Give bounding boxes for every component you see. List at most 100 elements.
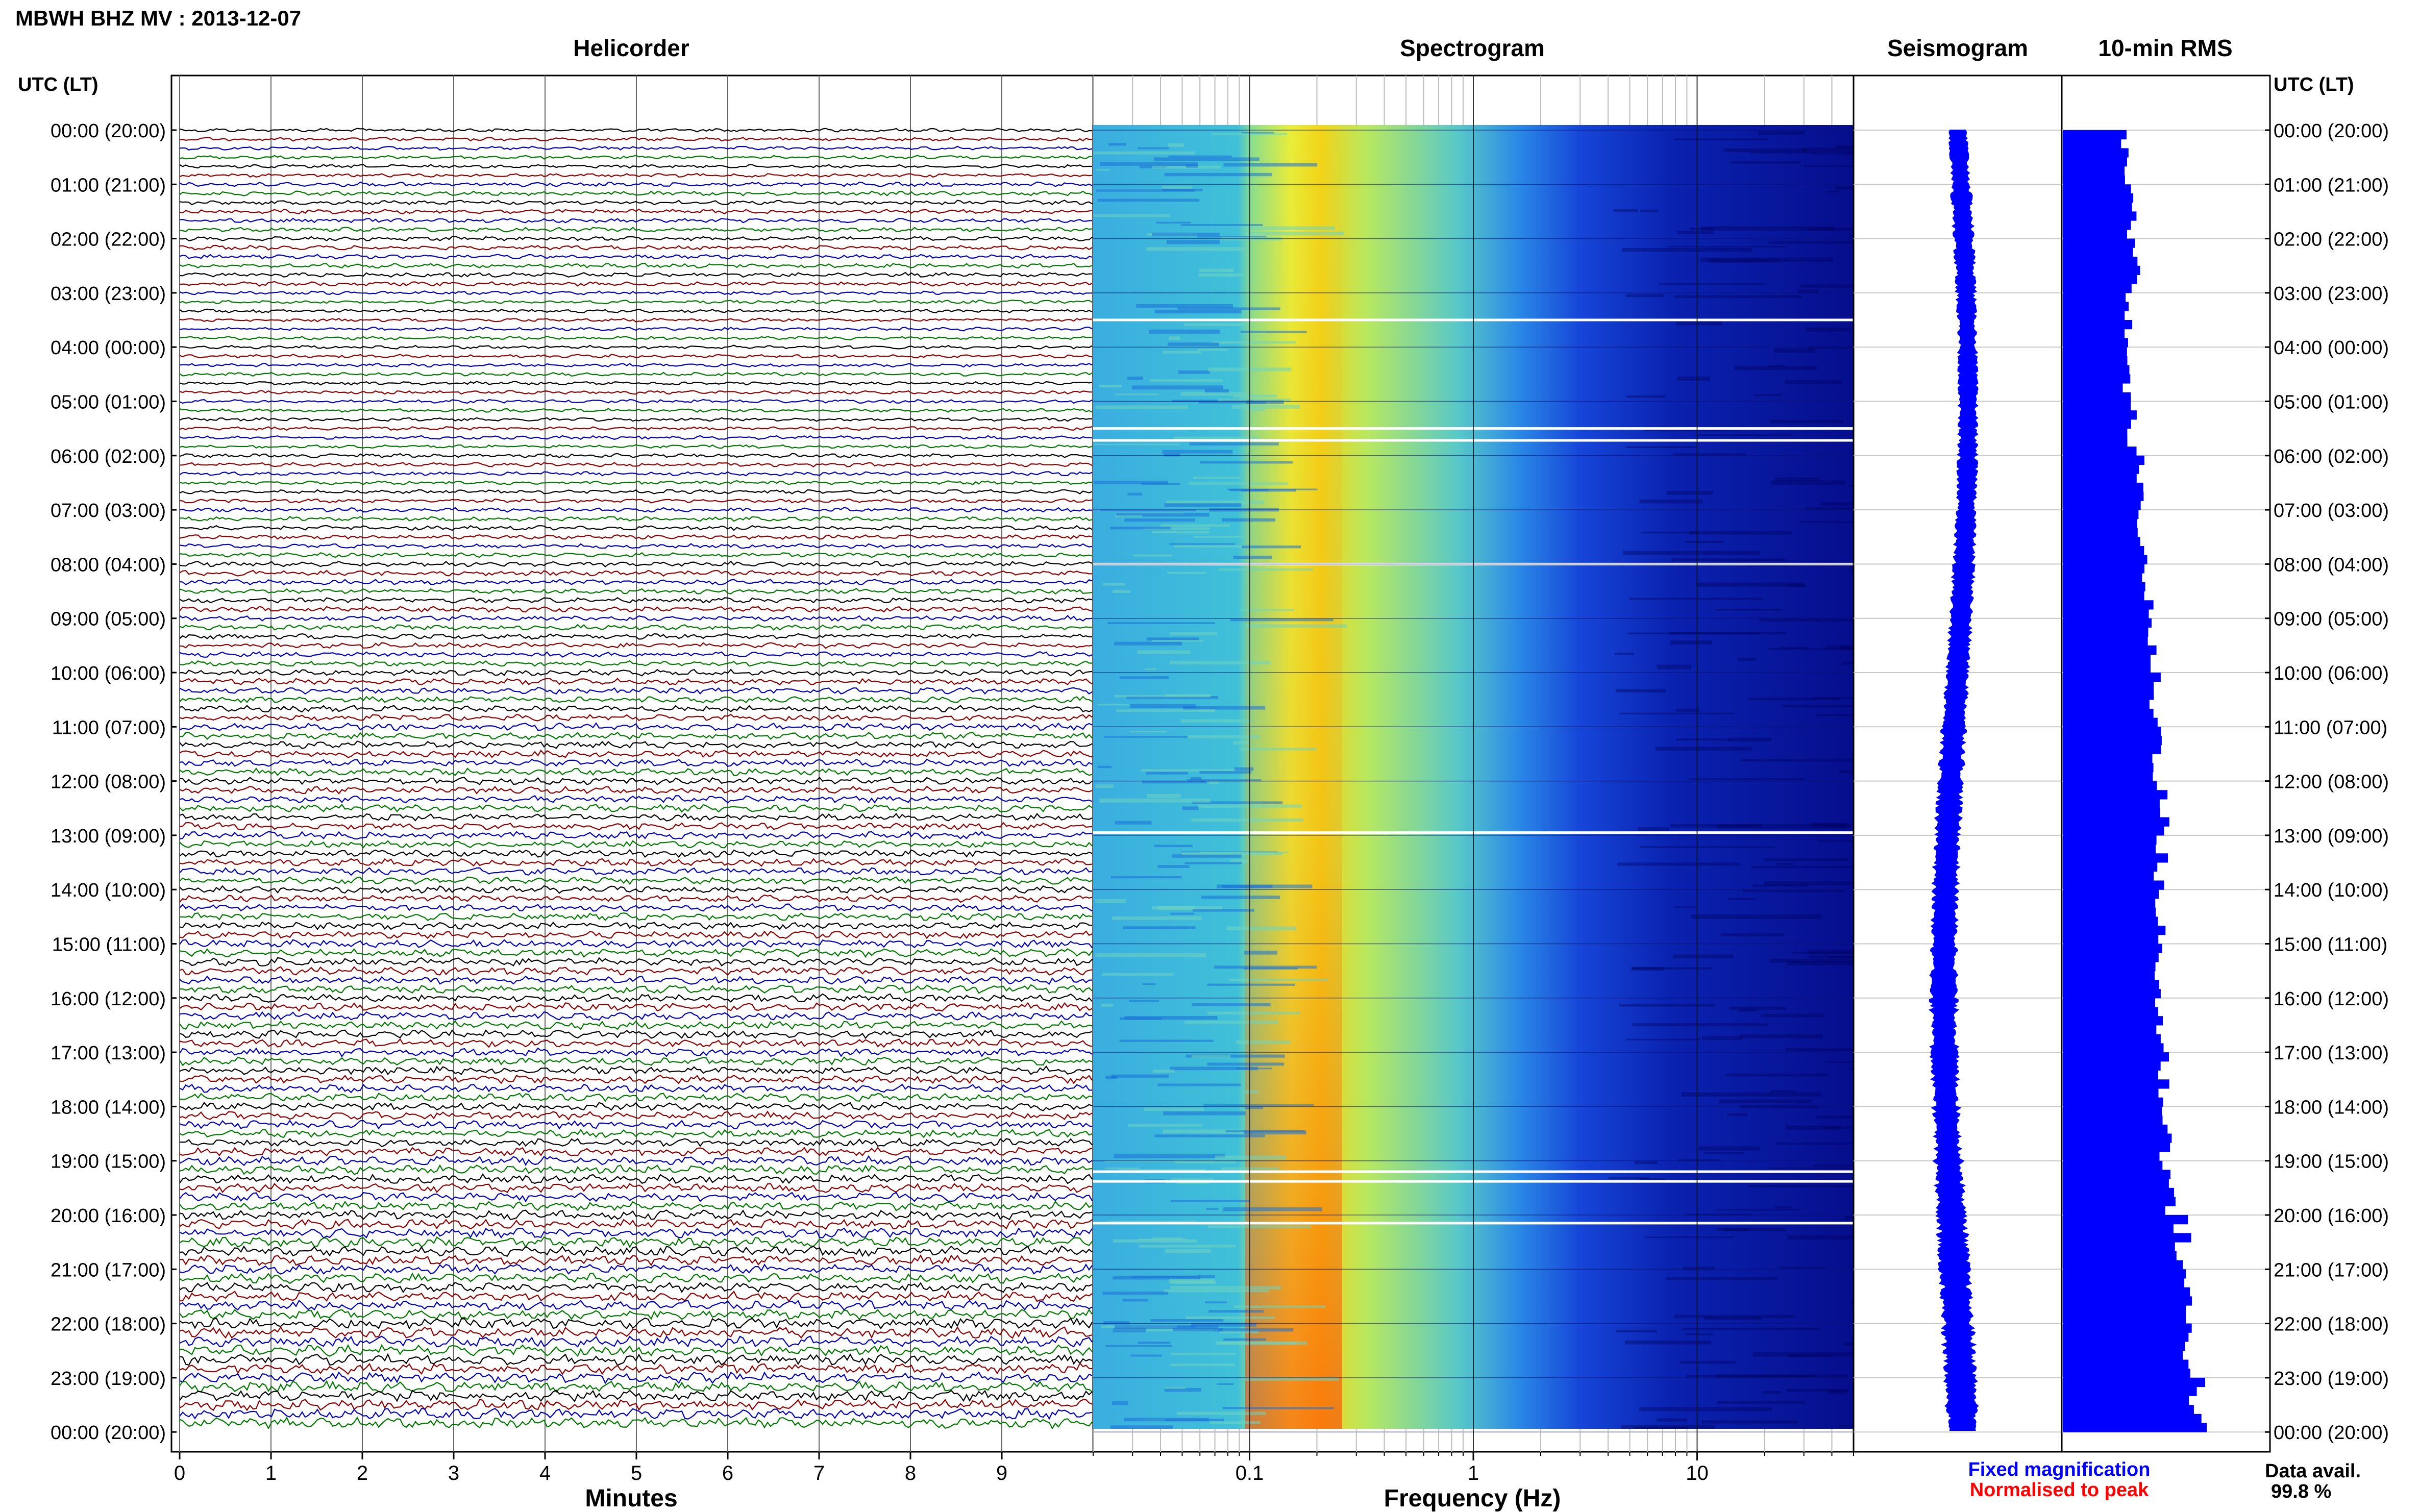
spectrogram-streak — [1122, 1299, 1148, 1302]
helicorder-trace — [180, 1254, 1093, 1267]
spectrogram-streak — [1682, 1327, 1820, 1330]
spectrogram-streak — [1112, 1401, 1128, 1405]
spectrogram-streak — [1763, 858, 1849, 861]
spectrogram-streak — [1825, 645, 1854, 649]
data-availability-label: Data avail. — [2265, 1460, 2361, 1482]
spectrogram-streak — [1146, 247, 1246, 251]
spectrogram-streak — [1115, 821, 1152, 825]
rms-bar — [2063, 365, 2130, 375]
helicorder-trace — [180, 713, 1093, 722]
rms-bar — [2063, 184, 2131, 194]
spectrogram-streak — [1245, 624, 1347, 628]
time-label-right: 11:00 (07:00) — [2274, 717, 2387, 738]
spectrogram-streak — [1119, 676, 1169, 679]
spectrogram-streak — [1787, 961, 1854, 965]
rms-bar — [2063, 265, 2140, 275]
rms-bar — [2063, 347, 2127, 357]
helicorder-trace — [180, 705, 1093, 713]
spectrogram-streak — [1102, 973, 1174, 976]
helicorder-trace — [180, 812, 1093, 822]
spectrogram-streak — [1097, 199, 1199, 202]
helicorder-trace — [180, 785, 1093, 795]
spectrogram-streak — [1171, 1353, 1237, 1355]
spectrogram-streak — [1093, 481, 1168, 484]
helicorder-trace — [180, 281, 1093, 287]
spectrogram-streak — [1207, 1225, 1312, 1228]
rms-bar — [2063, 1143, 2170, 1152]
spectrogram-streak — [1243, 967, 1298, 970]
spectrogram-streak — [1170, 1067, 1258, 1071]
legend-fixed-magnification: Fixed magnification — [1968, 1459, 2151, 1480]
helicorder-trace — [180, 1020, 1093, 1030]
helicorder-trace — [180, 290, 1093, 295]
spectrogram-streak — [1103, 1321, 1130, 1325]
spectrogram-streak — [1167, 572, 1207, 574]
spectrogram-streak — [1608, 1177, 1650, 1179]
helicorder-trace — [180, 804, 1093, 813]
spectrogram-streak — [1811, 152, 1854, 154]
spectrogram-streak — [1689, 531, 1792, 535]
spectrogram-streak — [1814, 1164, 1854, 1167]
spectrogram-streak — [1634, 1161, 1658, 1164]
spectrogram-streak — [1147, 794, 1181, 798]
spectrogram-streak — [1625, 1340, 1711, 1345]
helicorder-trace — [180, 1299, 1093, 1311]
time-label-right: 03:00 (23:00) — [2274, 283, 2389, 305]
helicorder-trace — [180, 912, 1093, 921]
helicorder-trace — [180, 777, 1093, 786]
time-label-left: 10:00 (06:00) — [51, 663, 166, 684]
spectrogram-streak — [1720, 933, 1784, 936]
spectrogram-streak — [1186, 1054, 1285, 1058]
spectrogram-streak — [1163, 1111, 1246, 1116]
rms-bar — [2063, 202, 2132, 212]
helicorder-trace — [180, 1120, 1093, 1130]
spectrogram-streak — [1674, 906, 1697, 908]
rms-bar — [2063, 474, 2137, 483]
rms-bar — [2063, 1278, 2185, 1288]
spectrogram-streak — [1162, 188, 1203, 191]
rms-bar — [2063, 510, 2139, 519]
spectrogram-streak — [1205, 1301, 1227, 1304]
spectrogram-streak — [1105, 1167, 1140, 1170]
rms-bar — [2063, 1314, 2186, 1324]
rms-bar — [2063, 1323, 2192, 1333]
rms-bar — [2063, 1215, 2188, 1225]
minute-tick-label: 6 — [722, 1462, 733, 1484]
spectrogram-streak — [1152, 1237, 1183, 1240]
rms-bar — [2063, 663, 2151, 673]
helicorder-trace — [180, 849, 1093, 858]
spectrogram-streak — [1193, 477, 1242, 479]
spectrogram-streak — [1673, 453, 1746, 456]
helicorder-trace — [180, 948, 1093, 958]
rms-bar — [2063, 898, 2156, 908]
spectrogram-streak — [1792, 952, 1854, 954]
helicorder-trace — [180, 145, 1093, 151]
spectrogram-streak — [1164, 503, 1242, 507]
spectrogram-streak — [1728, 737, 1772, 741]
spectrogram-streak — [1788, 1235, 1854, 1240]
rms-bar — [2063, 1287, 2190, 1297]
spectrogram-streak — [1190, 777, 1202, 780]
helicorder-trace — [180, 1038, 1093, 1048]
spectrogram-streak — [1111, 1074, 1169, 1078]
spectrogram-streak — [1776, 863, 1794, 866]
rms-bar — [2063, 1016, 2163, 1026]
helicorder-trace — [180, 254, 1093, 260]
spectrogram-streak — [1801, 147, 1854, 153]
rms-bar — [2063, 1269, 2186, 1279]
helicorder-trace — [180, 1011, 1093, 1021]
time-label-left: 09:00 (05:00) — [51, 609, 166, 630]
spectrogram-streak — [1217, 884, 1313, 888]
spectrogram-streak — [1215, 1155, 1286, 1160]
helicorder-trace — [180, 1192, 1093, 1203]
helicorder-trace — [180, 128, 1093, 133]
spectrogram-streak — [1638, 827, 1669, 831]
spectrogram-streak — [1677, 376, 1711, 381]
rms-bar — [2063, 1396, 2189, 1405]
spectrogram-streak — [1182, 806, 1199, 810]
spectrogram-streak — [1673, 954, 1734, 958]
spectrogram-streak — [1113, 1328, 1146, 1332]
time-label-left: 08:00 (04:00) — [51, 554, 166, 576]
rms-bar — [2063, 654, 2151, 664]
